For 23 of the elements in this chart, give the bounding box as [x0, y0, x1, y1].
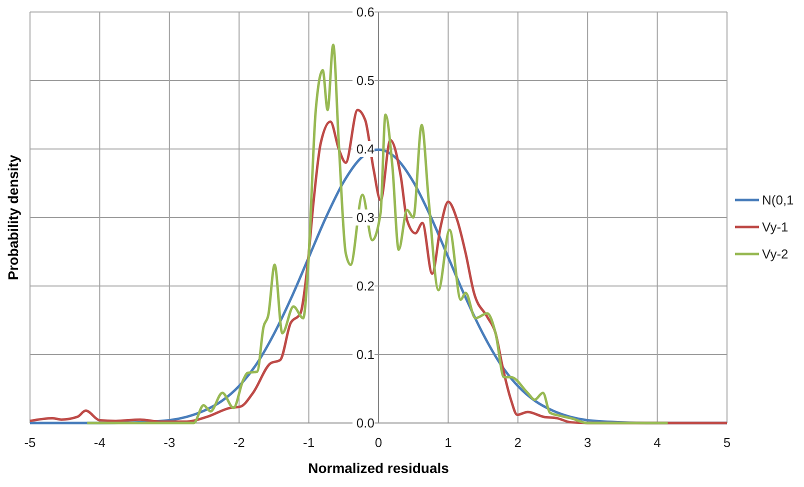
y-tick-label: 0.3 [356, 210, 374, 226]
y-axis-title: Probability density [5, 154, 21, 280]
y-tick-label: 0.5 [356, 73, 374, 88]
x-tick-label: -2 [233, 435, 245, 450]
y-tick-label: 0.1 [356, 347, 374, 362]
y-tick-label: 0.4 [356, 142, 374, 157]
x-tick-label: 3 [584, 435, 592, 450]
legend-label: Vy-2 [762, 246, 788, 262]
x-tick-label: 4 [654, 435, 661, 450]
x-tick-label: -4 [94, 435, 106, 450]
legend-label: Vy-1 [762, 220, 788, 235]
x-axis-title: Normalized residuals [308, 460, 450, 476]
x-tick-label: -3 [164, 435, 176, 450]
x-tick-label: 2 [514, 435, 522, 450]
legend-label: N(0,1 [762, 192, 794, 208]
y-tick-label: 0.2 [356, 278, 374, 294]
x-tick-label: 5 [723, 435, 731, 450]
y-tick-label: 0.0 [356, 416, 374, 431]
x-tick-label: -5 [24, 435, 36, 450]
x-tick-label: 0 [374, 435, 382, 450]
x-tick-label: 1 [444, 435, 452, 450]
x-tick-label: -1 [303, 435, 315, 450]
y-tick-label: 0.6 [356, 4, 374, 20]
